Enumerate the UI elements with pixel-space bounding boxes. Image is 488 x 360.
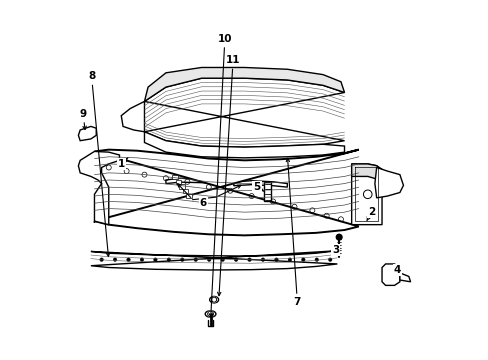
- Circle shape: [234, 258, 237, 261]
- Ellipse shape: [209, 296, 218, 303]
- Text: 7: 7: [285, 158, 301, 307]
- Bar: [175, 180, 181, 184]
- Bar: [179, 184, 184, 189]
- Polygon shape: [399, 273, 410, 282]
- Circle shape: [336, 234, 341, 240]
- Text: 2: 2: [366, 207, 374, 221]
- Text: 4: 4: [393, 265, 400, 275]
- Text: 9: 9: [80, 109, 86, 130]
- Circle shape: [153, 258, 157, 261]
- Polygon shape: [78, 152, 119, 225]
- Circle shape: [261, 258, 264, 261]
- Text: 8: 8: [88, 71, 109, 256]
- Polygon shape: [94, 150, 358, 235]
- Polygon shape: [78, 126, 96, 141]
- Text: 5: 5: [253, 182, 264, 192]
- Circle shape: [328, 258, 331, 261]
- Polygon shape: [264, 182, 271, 202]
- Text: 11: 11: [217, 55, 240, 296]
- Circle shape: [126, 258, 130, 261]
- Polygon shape: [144, 67, 344, 102]
- Polygon shape: [91, 251, 337, 270]
- Bar: [172, 175, 177, 179]
- Bar: [186, 194, 192, 198]
- Circle shape: [194, 258, 197, 261]
- Circle shape: [180, 258, 183, 261]
- Polygon shape: [233, 181, 287, 187]
- Polygon shape: [144, 78, 344, 147]
- Circle shape: [207, 311, 213, 317]
- Circle shape: [207, 258, 210, 261]
- Polygon shape: [351, 164, 381, 225]
- Circle shape: [287, 258, 291, 261]
- Polygon shape: [165, 178, 226, 184]
- Bar: [183, 189, 188, 193]
- Circle shape: [221, 258, 224, 261]
- Text: 3: 3: [331, 245, 339, 255]
- Ellipse shape: [205, 311, 216, 317]
- Text: 6: 6: [200, 198, 206, 208]
- Circle shape: [314, 258, 318, 261]
- Circle shape: [140, 258, 143, 261]
- Polygon shape: [374, 167, 403, 198]
- Polygon shape: [351, 164, 380, 180]
- Text: 10: 10: [209, 34, 232, 317]
- Polygon shape: [381, 264, 399, 285]
- Circle shape: [274, 258, 278, 261]
- Circle shape: [211, 297, 216, 302]
- Circle shape: [301, 258, 305, 261]
- Circle shape: [113, 258, 117, 261]
- Text: 1: 1: [118, 158, 128, 169]
- Polygon shape: [121, 102, 144, 132]
- Circle shape: [247, 258, 251, 261]
- Circle shape: [167, 258, 170, 261]
- Circle shape: [100, 258, 103, 261]
- Polygon shape: [144, 132, 344, 158]
